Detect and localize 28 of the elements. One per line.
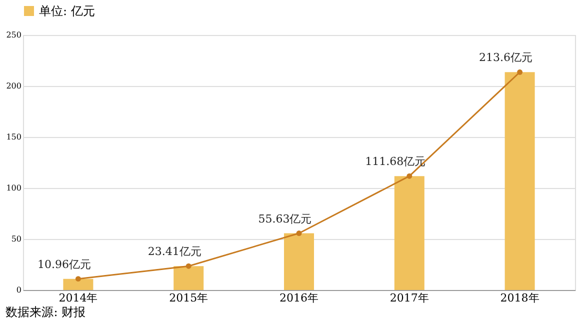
bar [394, 176, 424, 290]
data-label: 55.63亿元 [258, 212, 312, 226]
x-tick-label: 2018年 [500, 292, 540, 304]
x-tick-label: 2014年 [58, 292, 98, 304]
point [517, 69, 523, 75]
point [75, 276, 81, 282]
y-tick-label: 250 [6, 30, 22, 40]
x-tick-label: 2015年 [169, 292, 208, 304]
legend-label: 单位: 亿元 [39, 4, 95, 18]
y-tick-label: 100 [6, 184, 22, 192]
point [406, 173, 412, 179]
source-note: 数据来源: 财报 [6, 305, 86, 319]
point [186, 263, 192, 269]
bar [504, 72, 535, 290]
y-tick-label: 50 [11, 234, 22, 244]
bar [63, 278, 94, 290]
data-label: 10.96亿元 [37, 258, 91, 271]
data-label: 23.41亿元 [148, 245, 202, 258]
data-label: 213.6亿元 [479, 51, 533, 64]
data-label: 111.68亿元 [365, 155, 426, 168]
bar [174, 266, 204, 290]
x-tick-label: 2016年 [280, 292, 318, 304]
y-tick-label: 150 [6, 132, 22, 142]
bar [284, 233, 314, 290]
y-tick-label: 0 [16, 286, 22, 294]
x-tick-label: 2017年 [390, 292, 429, 304]
y-tick-label: 200 [6, 82, 22, 90]
point [296, 230, 302, 236]
